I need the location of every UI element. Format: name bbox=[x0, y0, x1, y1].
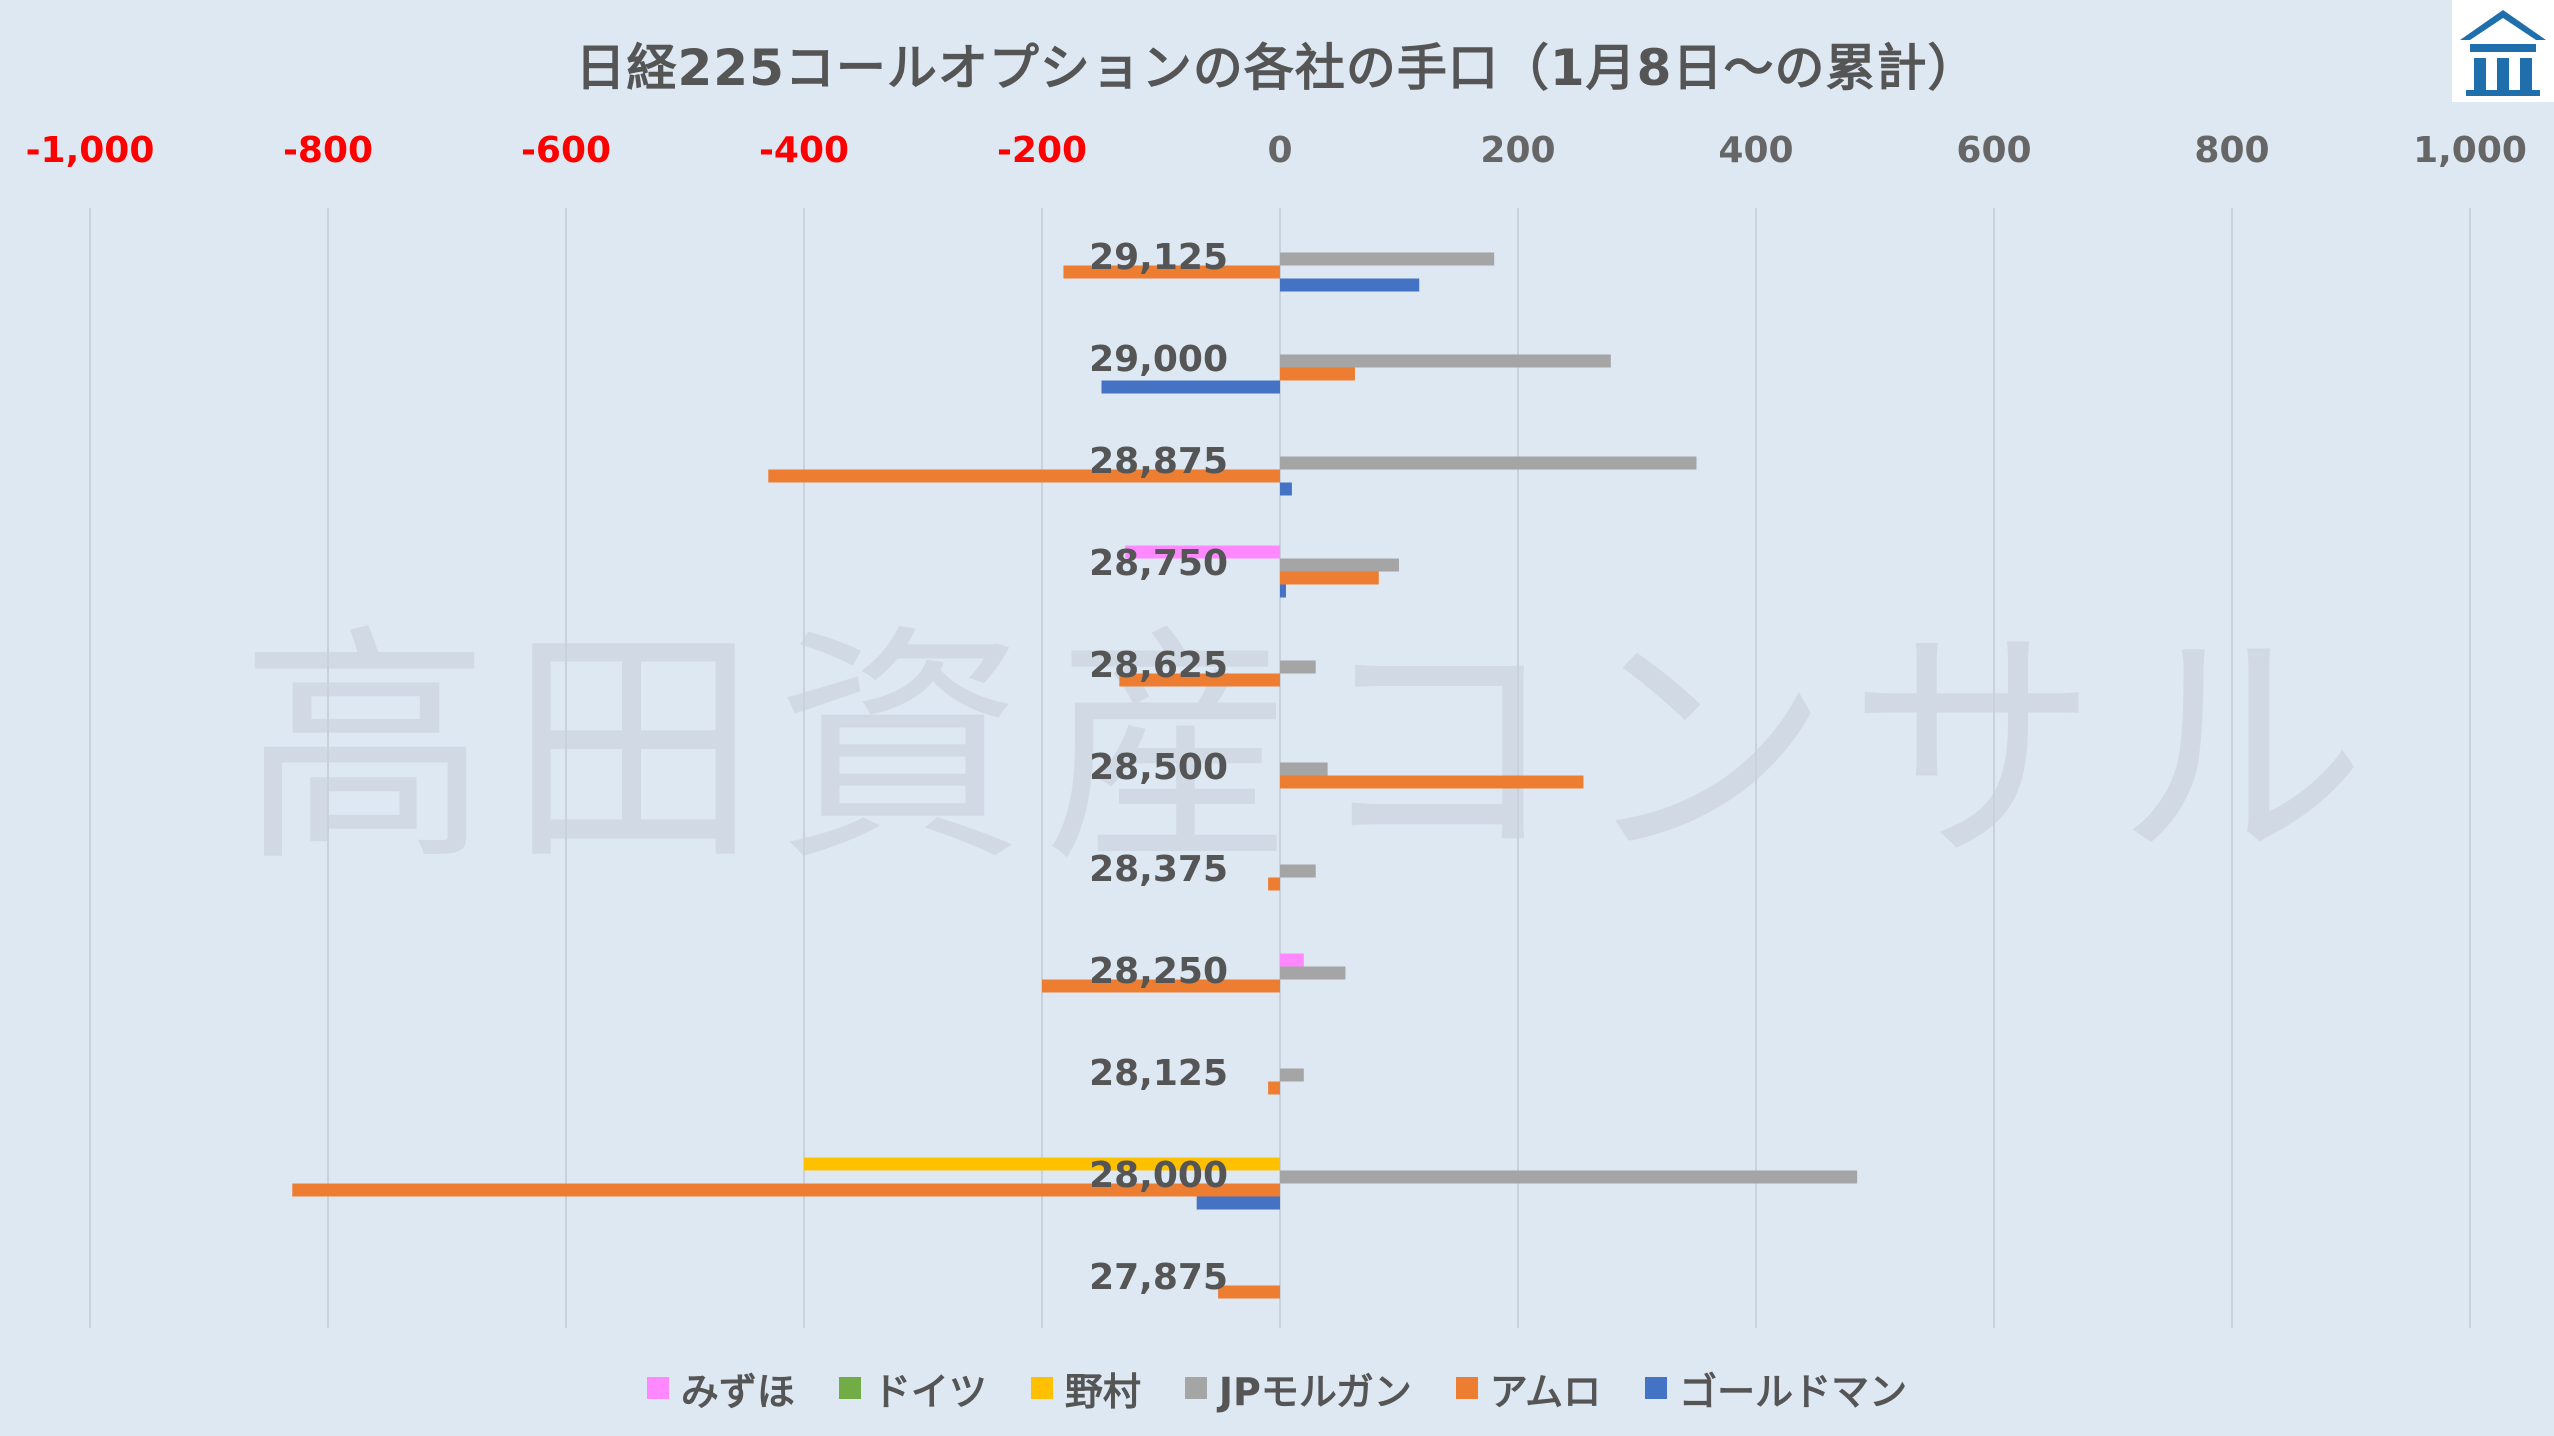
bar bbox=[1268, 1081, 1280, 1095]
bar bbox=[1280, 762, 1328, 776]
x-tick-label: 1,000 bbox=[2413, 130, 2527, 171]
company-logo bbox=[2452, 0, 2554, 102]
category-label: 28,250 bbox=[1089, 951, 1228, 992]
legend-label: ドイツ bbox=[872, 1369, 987, 1414]
x-tick-label: -1,000 bbox=[26, 130, 155, 171]
legend-label: JPモルガン bbox=[1218, 1369, 1412, 1414]
bar bbox=[1280, 1170, 1858, 1184]
category-label: 28,750 bbox=[1089, 543, 1228, 584]
legend-label: ゴールドマン bbox=[1679, 1369, 1908, 1414]
bar bbox=[1218, 1285, 1280, 1299]
bar bbox=[1280, 367, 1355, 381]
legend-item: JPモルガン bbox=[1184, 1361, 1412, 1416]
x-tick-label: -400 bbox=[759, 130, 849, 171]
bar bbox=[1063, 265, 1280, 279]
legend-swatch bbox=[1184, 1377, 1207, 1399]
legend-label: アムロ bbox=[1489, 1369, 1602, 1414]
bar bbox=[292, 1183, 1280, 1197]
bar bbox=[804, 1157, 1280, 1171]
legend-item: みずほ bbox=[646, 1361, 795, 1416]
category-label: 28,875 bbox=[1089, 441, 1228, 482]
x-tick-label: 800 bbox=[2194, 130, 2269, 171]
legend-item: ドイツ bbox=[838, 1361, 987, 1416]
bar bbox=[1280, 864, 1316, 878]
x-tick-label: -600 bbox=[521, 130, 611, 171]
legend-swatch bbox=[646, 1377, 669, 1399]
bar bbox=[1280, 252, 1495, 266]
chart-legend: みずほ ドイツ 野村 JPモルガン アムロ ゴールドマン bbox=[0, 1358, 2554, 1418]
category-label: 28,625 bbox=[1089, 645, 1228, 686]
legend-label: みずほ bbox=[680, 1369, 795, 1414]
legend-swatch bbox=[1645, 1377, 1668, 1399]
bar bbox=[1280, 456, 1697, 470]
category-label: 27,875 bbox=[1089, 1257, 1228, 1298]
bar bbox=[1196, 1196, 1280, 1210]
bar bbox=[768, 469, 1280, 483]
bar bbox=[1280, 1068, 1304, 1082]
bar bbox=[1280, 953, 1304, 967]
x-tick-label: 0 bbox=[1267, 130, 1292, 171]
bar bbox=[1268, 877, 1280, 891]
category-label: 29,000 bbox=[1089, 339, 1228, 380]
legend-item: ゴールドマン bbox=[1645, 1361, 1907, 1416]
x-tick-label: -800 bbox=[283, 130, 373, 171]
bar bbox=[1280, 966, 1346, 980]
x-tick-label: 600 bbox=[1956, 130, 2031, 171]
bar bbox=[1280, 482, 1292, 496]
bar bbox=[1101, 380, 1280, 394]
legend-item: アムロ bbox=[1455, 1361, 1602, 1416]
bar bbox=[1280, 558, 1399, 572]
legend-swatch bbox=[1455, 1377, 1478, 1399]
bar bbox=[1280, 571, 1379, 585]
bar bbox=[1125, 545, 1280, 559]
bar bbox=[1280, 660, 1316, 674]
x-tick-label: 400 bbox=[1718, 130, 1793, 171]
legend-swatch bbox=[838, 1377, 861, 1399]
category-label: 28,375 bbox=[1089, 849, 1228, 890]
building-roof-icon bbox=[2460, 10, 2546, 96]
bar bbox=[1280, 278, 1420, 292]
legend-item: 野村 bbox=[1030, 1361, 1141, 1416]
bar bbox=[1280, 775, 1584, 789]
chart-title: 日経225コールオプションの各社の手口（1月8日～の累計） bbox=[575, 39, 1979, 97]
category-label: 28,000 bbox=[1089, 1155, 1228, 1196]
category-label: 28,500 bbox=[1089, 747, 1228, 788]
bar bbox=[1042, 979, 1280, 993]
x-tick-label: -200 bbox=[997, 130, 1087, 171]
bar bbox=[1280, 354, 1611, 368]
bar bbox=[1280, 584, 1286, 598]
legend-swatch bbox=[1030, 1377, 1053, 1399]
category-label: 29,125 bbox=[1089, 237, 1228, 278]
x-tick-label: 200 bbox=[1480, 130, 1555, 171]
category-label: 28,125 bbox=[1089, 1053, 1228, 1094]
bar bbox=[1119, 673, 1280, 687]
legend-label: 野村 bbox=[1064, 1369, 1141, 1414]
